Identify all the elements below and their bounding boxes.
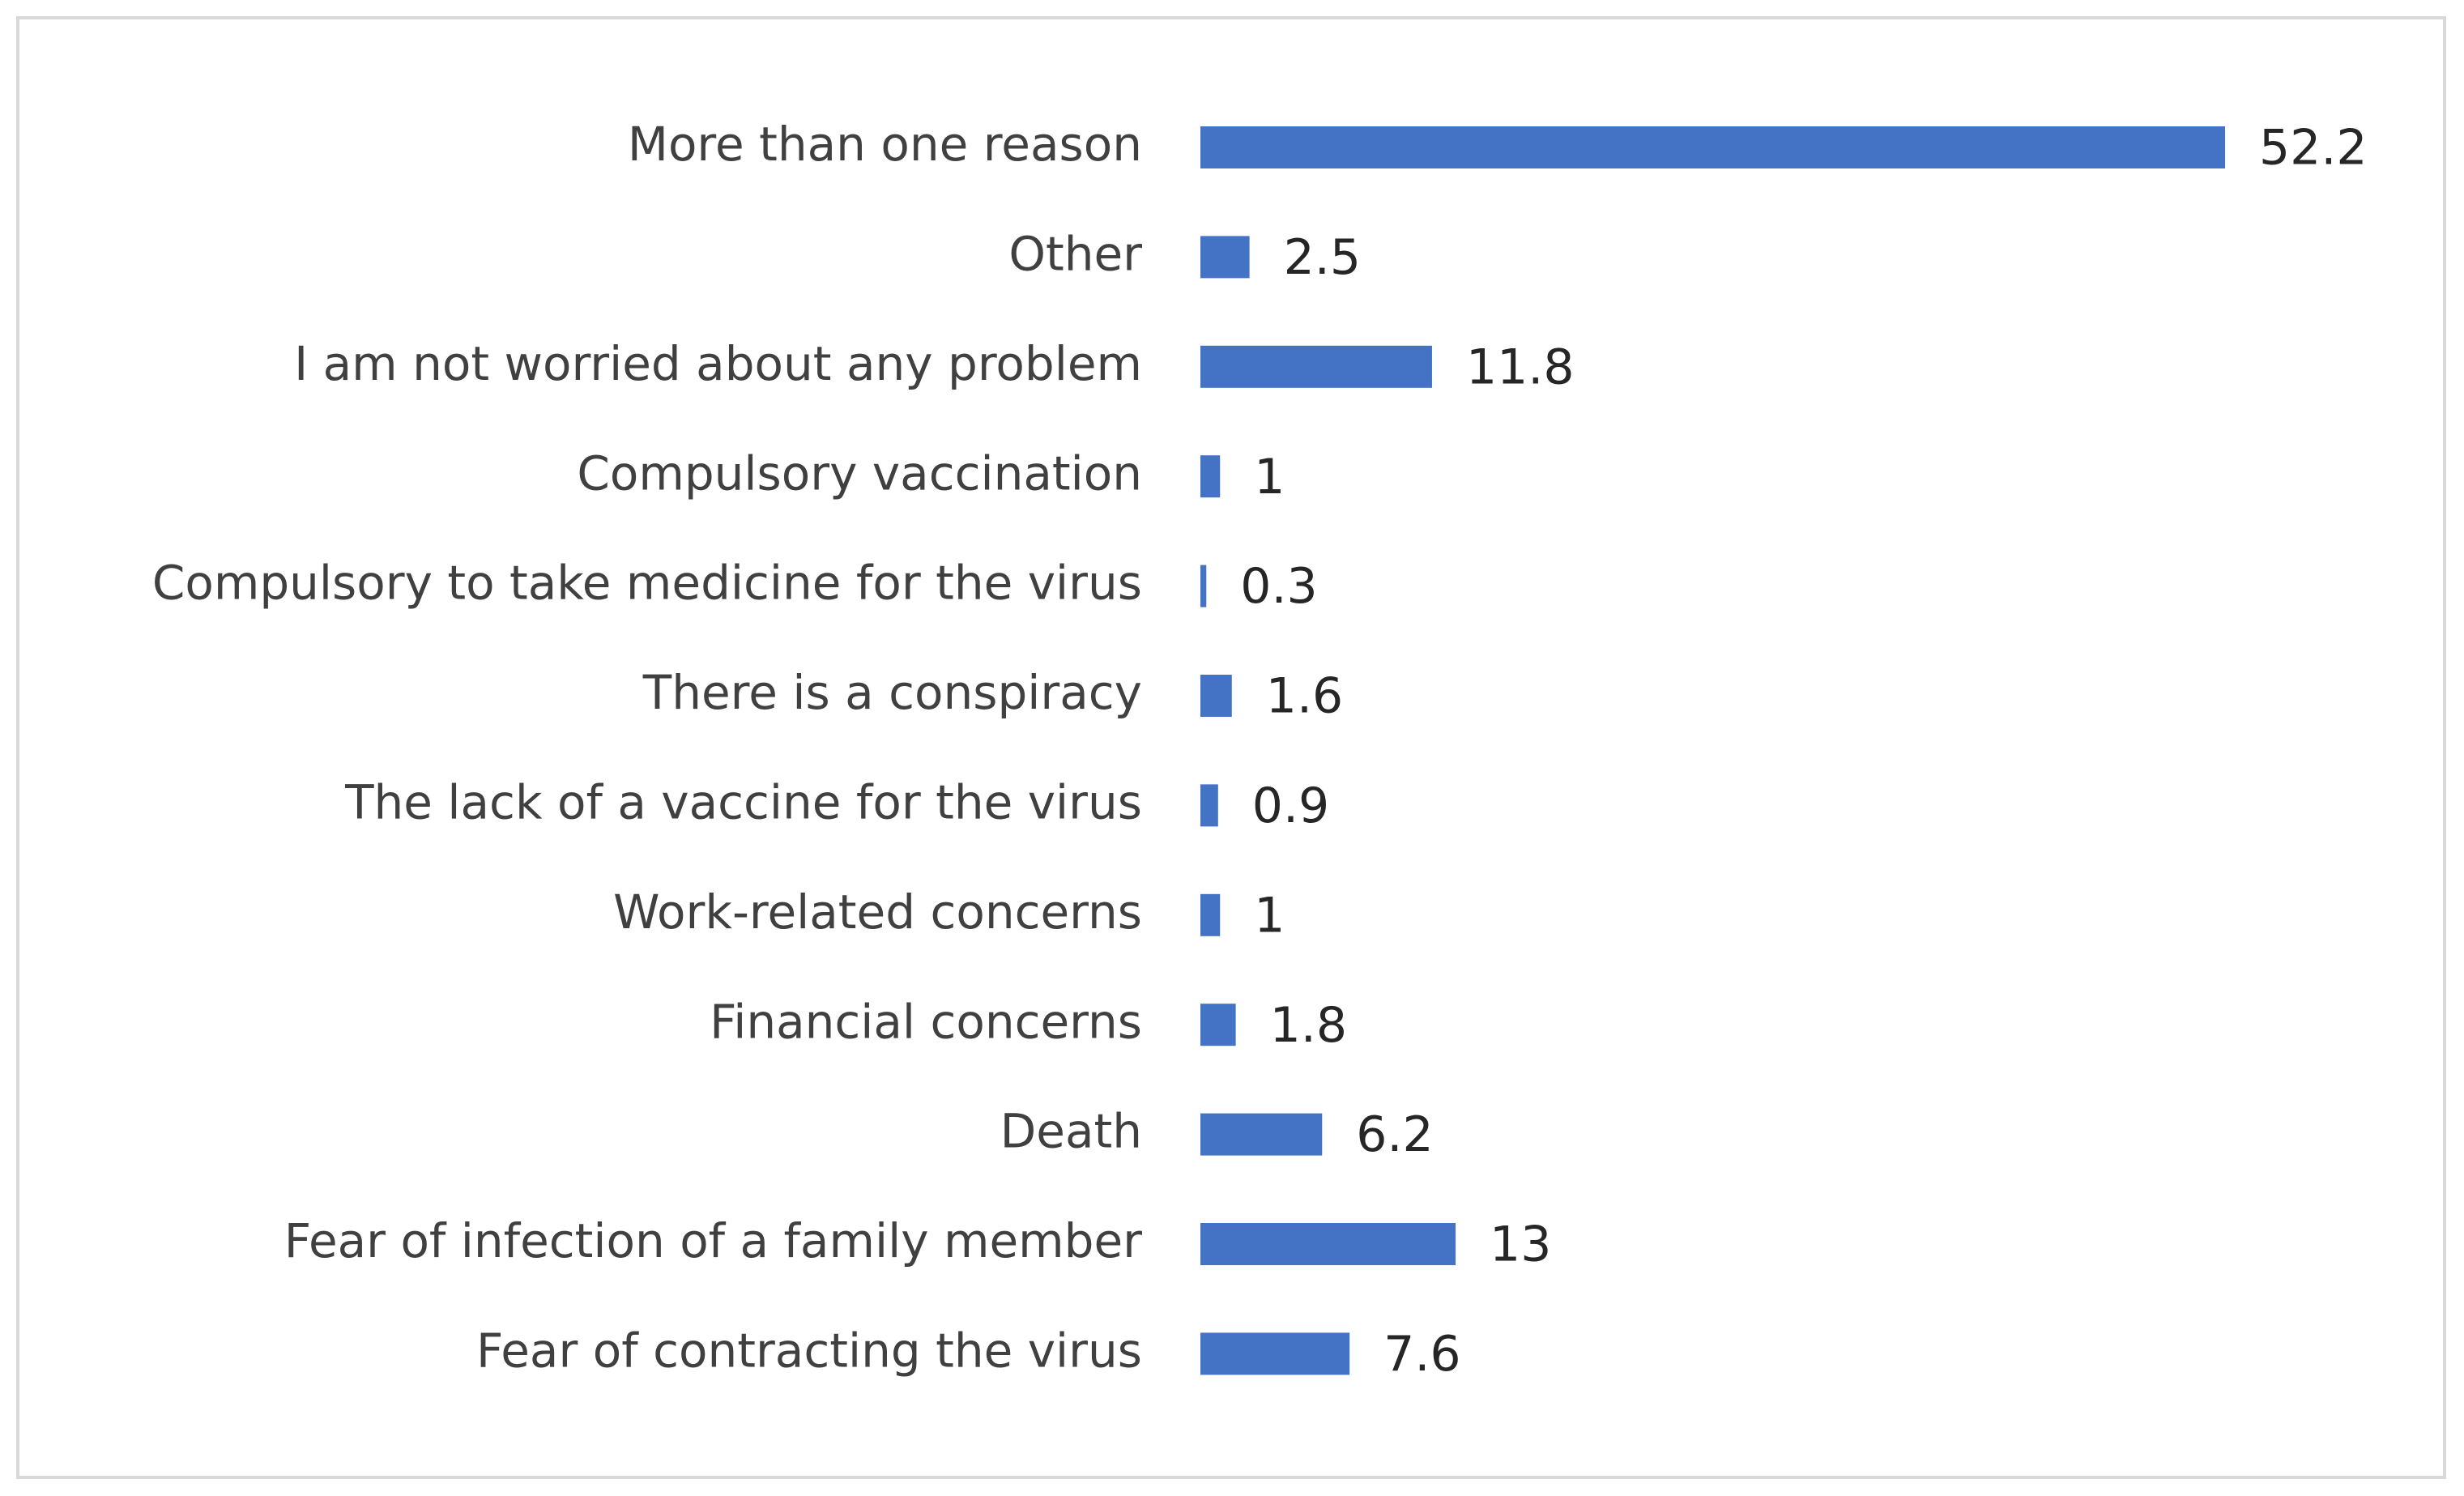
bar [1200,1332,1350,1375]
category-label: Compulsory vaccination [577,445,1142,501]
category-label: There is a conspiracy [642,665,1142,720]
bar [1200,236,1250,279]
chart-frame: More than one reason Other I am not worrie… [16,16,2446,1479]
bar [1200,345,1432,388]
category-label: Compulsory to take medicine for the viru… [152,556,1142,611]
bar [1200,893,1221,936]
bars [1200,126,2225,1375]
value-label: 7.6 [1383,1326,1460,1383]
value-label: 0.9 [1252,778,1329,834]
value-label: 1.8 [1270,997,1347,1054]
bar [1200,1004,1236,1046]
value-label: 1 [1254,887,1285,944]
bar [1200,126,2225,168]
value-label: 2.5 [1284,229,1361,286]
category-label: I am not worried about any problem [294,336,1142,391]
category-label: Death [1000,1104,1142,1159]
category-label: Work-related concerns [613,884,1142,940]
category-label: Financial concerns [710,994,1142,1049]
category-label: Fear of infection of a family member [284,1213,1142,1268]
value-label: 52.2 [2259,120,2368,177]
category-labels: More than one reason Other I am not worrie… [152,117,1142,1378]
bar [1200,455,1221,498]
value-label: 13 [1490,1217,1551,1273]
value-label: 0.3 [1240,558,1317,615]
category-label: Other [1008,227,1142,282]
value-label: 1.6 [1266,668,1343,725]
value-label: 1 [1254,449,1285,505]
value-label: 6.2 [1356,1106,1433,1163]
category-label: More than one reason [628,117,1142,172]
value-label: 11.8 [1466,339,1575,395]
bar [1200,1223,1456,1265]
bar [1200,675,1232,717]
bar-chart: More than one reason Other I am not worrie… [152,117,2368,1383]
bar [1200,565,1207,607]
category-label: Fear of contracting the virus [476,1323,1142,1379]
bar [1200,784,1218,827]
bar [1200,1113,1323,1156]
category-label: The lack of a vaccine for the virus [344,775,1142,830]
